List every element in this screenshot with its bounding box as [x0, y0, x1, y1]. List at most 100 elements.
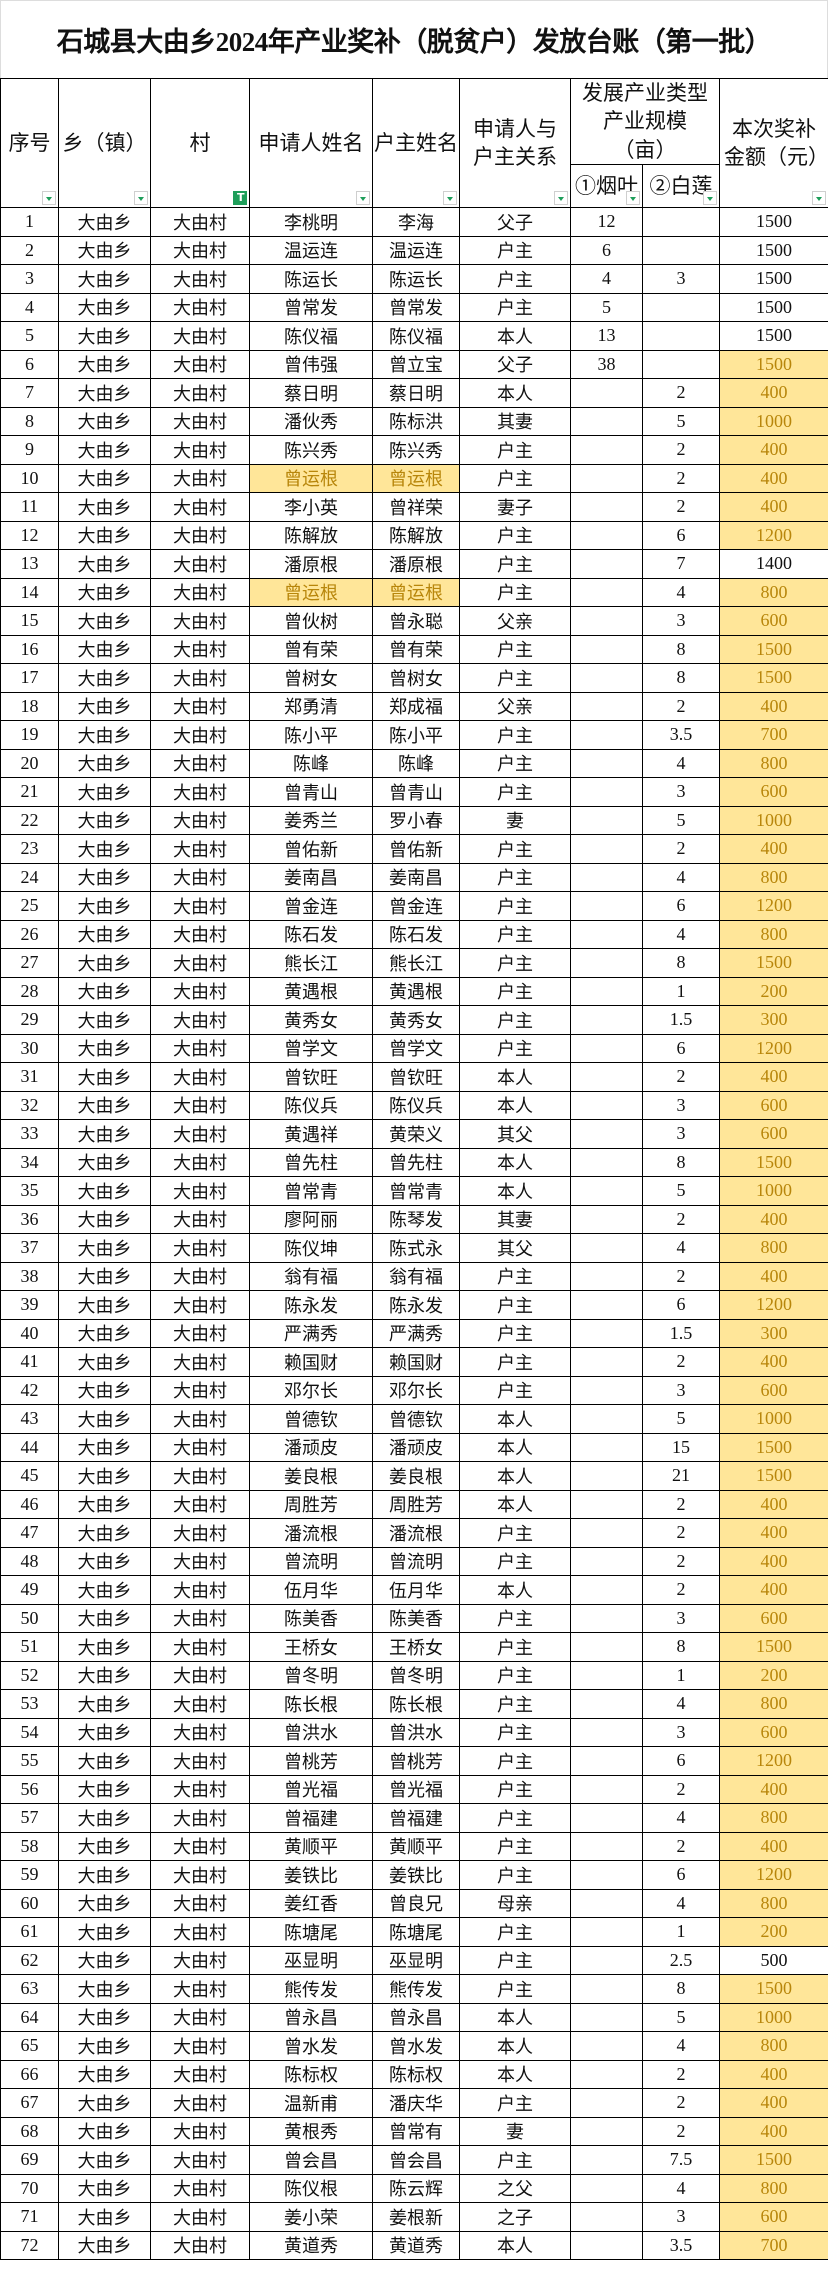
lotus-cell[interactable] — [642, 349, 720, 380]
lotus-cell[interactable]: 4 — [642, 1233, 720, 1263]
seq-cell[interactable]: 36 — [0, 1204, 59, 1235]
village-cell[interactable]: 大由村 — [150, 1347, 250, 1377]
town-cell[interactable]: 大由乡 — [58, 1233, 151, 1263]
applicant-cell[interactable]: 熊长江 — [249, 948, 373, 978]
seq-cell[interactable]: 43 — [0, 1404, 59, 1434]
lotus-cell[interactable]: 2 — [642, 1518, 720, 1548]
town-cell[interactable]: 大由乡 — [58, 1603, 151, 1634]
village-cell[interactable]: 大由村 — [150, 1033, 250, 1064]
lotus-cell[interactable]: 5 — [642, 1404, 720, 1434]
amount-cell[interactable]: 400 — [719, 492, 828, 522]
relation-cell[interactable]: 户主 — [459, 1774, 571, 1805]
seq-cell[interactable]: 69 — [0, 2145, 59, 2175]
amount-cell[interactable]: 800 — [719, 748, 828, 779]
tobacco-cell[interactable]: 12 — [570, 207, 643, 237]
amount-cell[interactable]: 400 — [719, 834, 828, 864]
lotus-cell[interactable]: 3 — [642, 777, 720, 807]
village-cell[interactable]: 大由村 — [150, 1090, 250, 1121]
lotus-cell[interactable]: 1 — [642, 1917, 720, 1947]
lotus-cell[interactable]: 2 — [642, 1575, 720, 1605]
amount-cell[interactable]: 1500 — [719, 1147, 828, 1178]
town-cell[interactable]: 大由乡 — [58, 549, 151, 579]
amount-cell[interactable]: 200 — [719, 1660, 828, 1691]
applicant-cell[interactable]: 严满秀 — [249, 1318, 373, 1349]
lotus-cell[interactable]: 2 — [642, 1347, 720, 1377]
household-head-cell[interactable]: 潘顽皮 — [372, 1432, 460, 1463]
relation-cell[interactable]: 户主 — [459, 1945, 571, 1976]
seq-cell[interactable]: 41 — [0, 1347, 59, 1377]
village-cell[interactable]: 大由村 — [150, 1432, 250, 1463]
village-cell[interactable]: 大由村 — [150, 1974, 250, 2004]
amount-cell[interactable]: 800 — [719, 1689, 828, 1719]
town-cell[interactable]: 大由乡 — [58, 2173, 151, 2204]
household-head-cell[interactable]: 温运连 — [372, 235, 460, 266]
amount-cell[interactable]: 1200 — [719, 1860, 828, 1890]
amount-cell[interactable]: 1500 — [719, 1974, 828, 2004]
applicant-cell[interactable]: 陈美香 — [249, 1603, 373, 1634]
town-cell[interactable]: 大由乡 — [58, 1062, 151, 1092]
household-head-cell[interactable]: 王桥女 — [372, 1632, 460, 1662]
town-cell[interactable]: 大由乡 — [58, 292, 151, 323]
amount-cell[interactable]: 1500 — [719, 207, 828, 237]
amount-cell[interactable]: 1500 — [719, 1461, 828, 1491]
amount-cell[interactable]: 1400 — [719, 549, 828, 579]
applicant-cell[interactable]: 温新甫 — [249, 2088, 373, 2118]
village-cell[interactable]: 大由村 — [150, 1233, 250, 1263]
relation-cell[interactable]: 父子 — [459, 207, 571, 237]
tobacco-cell[interactable] — [570, 1375, 643, 1406]
household-head-cell[interactable]: 曾立宝 — [372, 349, 460, 380]
tobacco-cell[interactable] — [570, 805, 643, 836]
applicant-cell[interactable]: 陈永发 — [249, 1290, 373, 1320]
amount-cell[interactable]: 1500 — [719, 634, 828, 665]
tobacco-cell[interactable] — [570, 1318, 643, 1349]
lotus-cell[interactable]: 3 — [642, 264, 720, 294]
seq-cell[interactable]: 8 — [0, 406, 59, 437]
household-head-cell[interactable]: 曾有荣 — [372, 634, 460, 665]
household-head-cell[interactable]: 陈琴发 — [372, 1204, 460, 1235]
applicant-cell[interactable]: 曾运根 — [249, 577, 373, 608]
tobacco-cell[interactable] — [570, 606, 643, 636]
relation-cell[interactable]: 户主 — [459, 292, 571, 323]
tobacco-cell[interactable]: 38 — [570, 349, 643, 380]
seq-cell[interactable]: 15 — [0, 606, 59, 636]
town-cell[interactable]: 大由乡 — [58, 2202, 151, 2232]
lotus-cell[interactable]: 2.5 — [642, 1945, 720, 1976]
applicant-cell[interactable]: 翁有福 — [249, 1261, 373, 1292]
applicant-cell[interactable]: 黄根秀 — [249, 2116, 373, 2147]
applicant-cell[interactable]: 潘顽皮 — [249, 1432, 373, 1463]
town-cell[interactable]: 大由乡 — [58, 264, 151, 294]
household-head-cell[interactable]: 曾福建 — [372, 1803, 460, 1833]
village-cell[interactable]: 大由村 — [150, 1917, 250, 1947]
applicant-cell[interactable]: 黄顺平 — [249, 1831, 373, 1862]
lotus-cell[interactable]: 1.5 — [642, 1318, 720, 1349]
relation-cell[interactable]: 本人 — [459, 2230, 571, 2261]
applicant-cell[interactable]: 曾青山 — [249, 777, 373, 807]
tobacco-cell[interactable] — [570, 577, 643, 608]
village-cell[interactable]: 大由村 — [150, 1176, 250, 1206]
town-cell[interactable]: 大由乡 — [58, 948, 151, 978]
village-cell[interactable]: 大由村 — [150, 577, 250, 608]
household-head-cell[interactable]: 周胜芳 — [372, 1489, 460, 1520]
applicant-cell[interactable]: 熊传发 — [249, 1974, 373, 2004]
applicant-cell[interactable]: 曾德钦 — [249, 1404, 373, 1434]
amount-cell[interactable]: 1500 — [719, 1632, 828, 1662]
filter-dropdown-icon[interactable] — [812, 191, 826, 206]
seq-cell[interactable]: 51 — [0, 1632, 59, 1662]
filter-dropdown-icon[interactable] — [703, 191, 717, 206]
tobacco-cell[interactable] — [570, 1033, 643, 1064]
seq-cell[interactable]: 17 — [0, 663, 59, 693]
village-cell[interactable]: 大由村 — [150, 264, 250, 294]
amount-cell[interactable]: 200 — [719, 976, 828, 1007]
village-cell[interactable]: 大由村 — [150, 748, 250, 779]
household-head-cell[interactable]: 陈仪兵 — [372, 1090, 460, 1121]
amount-cell[interactable]: 300 — [719, 1005, 828, 1035]
relation-cell[interactable]: 户主 — [459, 834, 571, 864]
town-cell[interactable]: 大由乡 — [58, 1090, 151, 1121]
amount-cell[interactable]: 600 — [719, 2202, 828, 2232]
town-cell[interactable]: 大由乡 — [58, 1261, 151, 1292]
household-head-cell[interactable]: 陈式永 — [372, 1233, 460, 1263]
tobacco-cell[interactable] — [570, 1204, 643, 1235]
amount-cell[interactable]: 1500 — [719, 2145, 828, 2175]
household-head-cell[interactable]: 邓尔长 — [372, 1375, 460, 1406]
household-head-cell[interactable]: 黄荣义 — [372, 1119, 460, 1149]
